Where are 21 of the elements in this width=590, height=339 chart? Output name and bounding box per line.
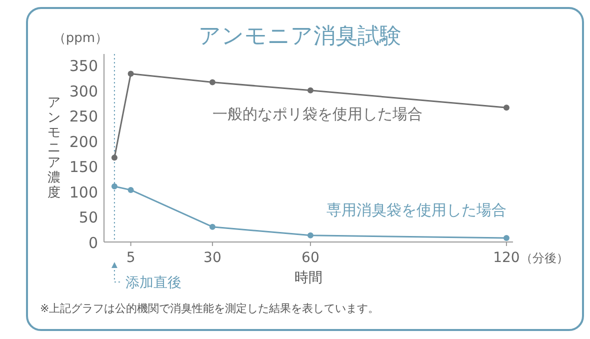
text: （分後）: [520, 251, 568, 265]
x-tick-label: 120: [493, 250, 520, 266]
y-tick-label: 50: [78, 208, 98, 227]
x-tick-label: 5: [126, 250, 136, 266]
y-tick-label: 350: [69, 57, 98, 76]
text: （ppm）: [52, 31, 108, 46]
x-axis-title: 時間: [294, 270, 322, 286]
y-axis-title: アンモニア濃度: [48, 96, 60, 201]
text: ※上記グラフは公的機関で消臭性能を測定した結果を表しています。: [40, 302, 380, 315]
x-tick-label: 30: [204, 250, 222, 266]
y-tick-label: 250: [69, 108, 98, 126]
legend-label: 添加直後: [125, 275, 182, 291]
y-tick-label: 100: [69, 183, 98, 202]
y-tick-label: 150: [69, 158, 98, 176]
x-tick-label: 60: [302, 250, 320, 266]
series-label: 専用消臭袋を使用した場合: [326, 201, 506, 220]
y-tick-label: 300: [69, 82, 98, 100]
y-tick-label: 200: [69, 132, 98, 151]
series-label: 一般的なポリ袋を使用した場合: [212, 105, 422, 124]
chart-title: アンモニア消臭試験: [198, 24, 402, 49]
y-tick-label: 0: [88, 234, 98, 252]
